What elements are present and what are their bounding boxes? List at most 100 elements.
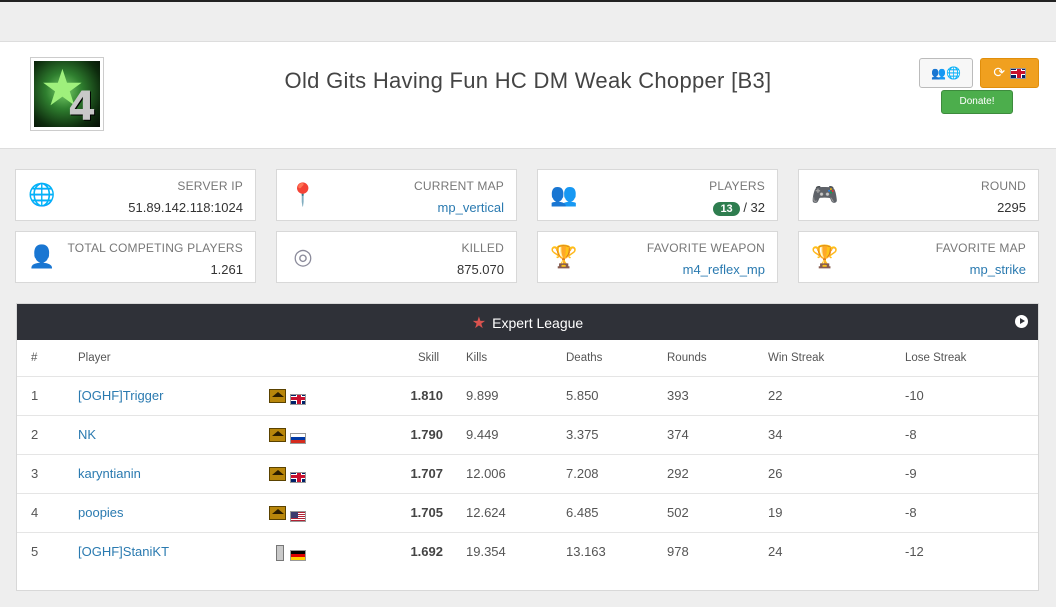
table-row: 2 NK 1.790 9.449 3.375 374 34 -8 (17, 415, 1038, 454)
server-ip-value: 51.89.142.118:1024 (128, 200, 243, 215)
row-deaths: 6.485 (566, 505, 599, 520)
map-marker-icon: 📍 (289, 183, 317, 208)
row-win-streak: 24 (768, 544, 783, 559)
globe-icon: 🌐 (28, 183, 56, 208)
player-link[interactable]: [OGHF]Trigger (78, 388, 164, 403)
row-win-streak: 34 (768, 427, 783, 442)
row-lose-streak: -10 (905, 388, 924, 403)
stat-card-favorite-weapon: 🏆 FAVORITE WEAPON m4_reflex_mp (537, 231, 778, 283)
rank-icon (276, 545, 284, 561)
row-pos: 4 (31, 505, 39, 520)
row-kills: 9.899 (466, 388, 499, 403)
row-lose-streak: -8 (905, 427, 917, 442)
row-skill: 1.692 (410, 544, 443, 559)
server-header: ★ 4 Old Gits Having Fun HC DM Weak Chopp… (0, 41, 1056, 149)
donate-button[interactable]: Donate! (941, 90, 1013, 114)
star-icon: ★ (40, 61, 85, 117)
star-icon: ★ (471, 313, 487, 332)
stat-card-server-ip: 🌐 SERVER IP 51.89.142.118:1024 (15, 169, 256, 221)
players-value: 13 / 32 (713, 200, 765, 216)
favorite-map-link[interactable]: mp_strike (969, 262, 1026, 277)
col-header-kills: Kills (466, 352, 488, 364)
row-rounds: 374 (667, 427, 689, 442)
col-header-win-streak: Win Streak (768, 352, 825, 364)
users-icon: 👥 (550, 183, 578, 208)
col-header-rounds: Rounds (667, 352, 707, 364)
row-deaths: 7.208 (566, 466, 599, 481)
play-circle-icon[interactable] (1015, 315, 1028, 328)
col-header-pos: # (31, 352, 38, 364)
row-skill: 1.810 (410, 388, 443, 403)
table-row: 1 [OGHF]Trigger 1.810 9.899 5.850 393 22 -10 (17, 376, 1038, 415)
row-rounds: 978 (667, 544, 689, 559)
rank-icon (269, 467, 286, 481)
rank-icon (269, 428, 286, 442)
current-map-link[interactable]: mp_vertical (437, 200, 504, 215)
row-pos: 1 (31, 388, 39, 403)
league-title: Expert League (492, 315, 584, 331)
trophy-icon: 🏆 (811, 245, 839, 270)
player-link[interactable]: NK (78, 427, 97, 442)
row-win-streak: 26 (768, 466, 783, 481)
row-kills: 12.006 (466, 466, 506, 481)
stat-card-favorite-map: 🏆 FAVORITE MAP mp_strike (798, 231, 1039, 283)
expert-league-panel: ★ Expert League # Player Skill Kills Deat… (16, 303, 1039, 591)
row-deaths: 13.163 (566, 544, 606, 559)
col-header-skill: Skill (418, 352, 440, 364)
row-skill: 1.705 (410, 505, 443, 520)
player-link[interactable]: poopies (78, 505, 124, 520)
country-flag-icon (290, 508, 306, 526)
row-rounds: 393 (667, 388, 689, 403)
stat-card-players: 👥 PLAYERS 13 / 32 (537, 169, 778, 221)
col-header-player: Player (78, 352, 111, 364)
row-pos: 5 (31, 544, 39, 559)
country-flag-icon (290, 430, 306, 448)
player-link[interactable]: karyntianin (78, 466, 141, 481)
trophy-icon: 🏆 (550, 245, 578, 270)
refresh-language-button[interactable]: ⟳ (980, 58, 1039, 88)
server-logo: ★ 4 (30, 57, 104, 131)
row-skill: 1.790 (410, 427, 443, 442)
rank-icon (269, 506, 286, 520)
page-title: Old Gits Having Fun HC DM Weak Chopper [… (284, 68, 772, 93)
table-row: 4 poopies 1.705 12.624 6.485 502 19 -8 (17, 493, 1038, 532)
gamepad-icon: 🎮 (811, 183, 839, 208)
row-kills: 19.354 (466, 544, 506, 559)
row-kills: 9.449 (466, 427, 499, 442)
refresh-icon: ⟳ (993, 65, 1006, 81)
users-icon: 👥 (931, 66, 946, 80)
stat-card-current-map: 📍 CURRENT MAP mp_vertical (276, 169, 517, 221)
row-pos: 3 (31, 466, 39, 481)
row-lose-streak: -8 (905, 505, 917, 520)
row-lose-streak: -12 (905, 544, 924, 559)
row-win-streak: 19 (768, 505, 783, 520)
players-language-button[interactable]: 👥🌐 (919, 58, 973, 88)
row-deaths: 3.375 (566, 427, 599, 442)
row-lose-streak: -9 (905, 466, 917, 481)
table-row: 3 karyntianin 1.707 12.006 7.208 292 26 -9 (17, 454, 1038, 493)
stat-card-killed: ◎ KILLED 875.070 (276, 231, 517, 283)
user-icon: 👤 (28, 245, 56, 270)
country-flag-icon (290, 391, 306, 409)
round-value: 2295 (997, 200, 1026, 215)
row-rounds: 292 (667, 466, 689, 481)
top-border (0, 0, 1056, 2)
country-flag-icon (290, 469, 306, 487)
target-icon: ◎ (293, 245, 313, 270)
col-header-lose-streak: Lose Streak (905, 352, 967, 364)
row-kills: 12.624 (466, 505, 506, 520)
stat-card-total-players: 👤 TOTAL COMPETING PLAYERS 1.261 (15, 231, 256, 283)
row-skill: 1.707 (410, 466, 443, 481)
col-header-deaths: Deaths (566, 352, 603, 364)
rank-icon (269, 389, 286, 403)
row-rounds: 502 (667, 505, 689, 520)
stat-card-round: 🎮 ROUND 2295 (798, 169, 1039, 221)
table-row: 5 [OGHF]StaniKT 1.692 19.354 13.163 978 24 -12 (17, 532, 1038, 571)
row-deaths: 5.850 (566, 388, 599, 403)
players-online-badge: 13 (713, 202, 740, 216)
uk-flag-icon (1009, 67, 1026, 79)
total-players-value: 1.261 (210, 262, 243, 277)
player-link[interactable]: [OGHF]StaniKT (78, 544, 170, 559)
killed-value: 875.070 (457, 262, 504, 277)
favorite-weapon-link[interactable]: m4_reflex_mp (682, 262, 765, 277)
